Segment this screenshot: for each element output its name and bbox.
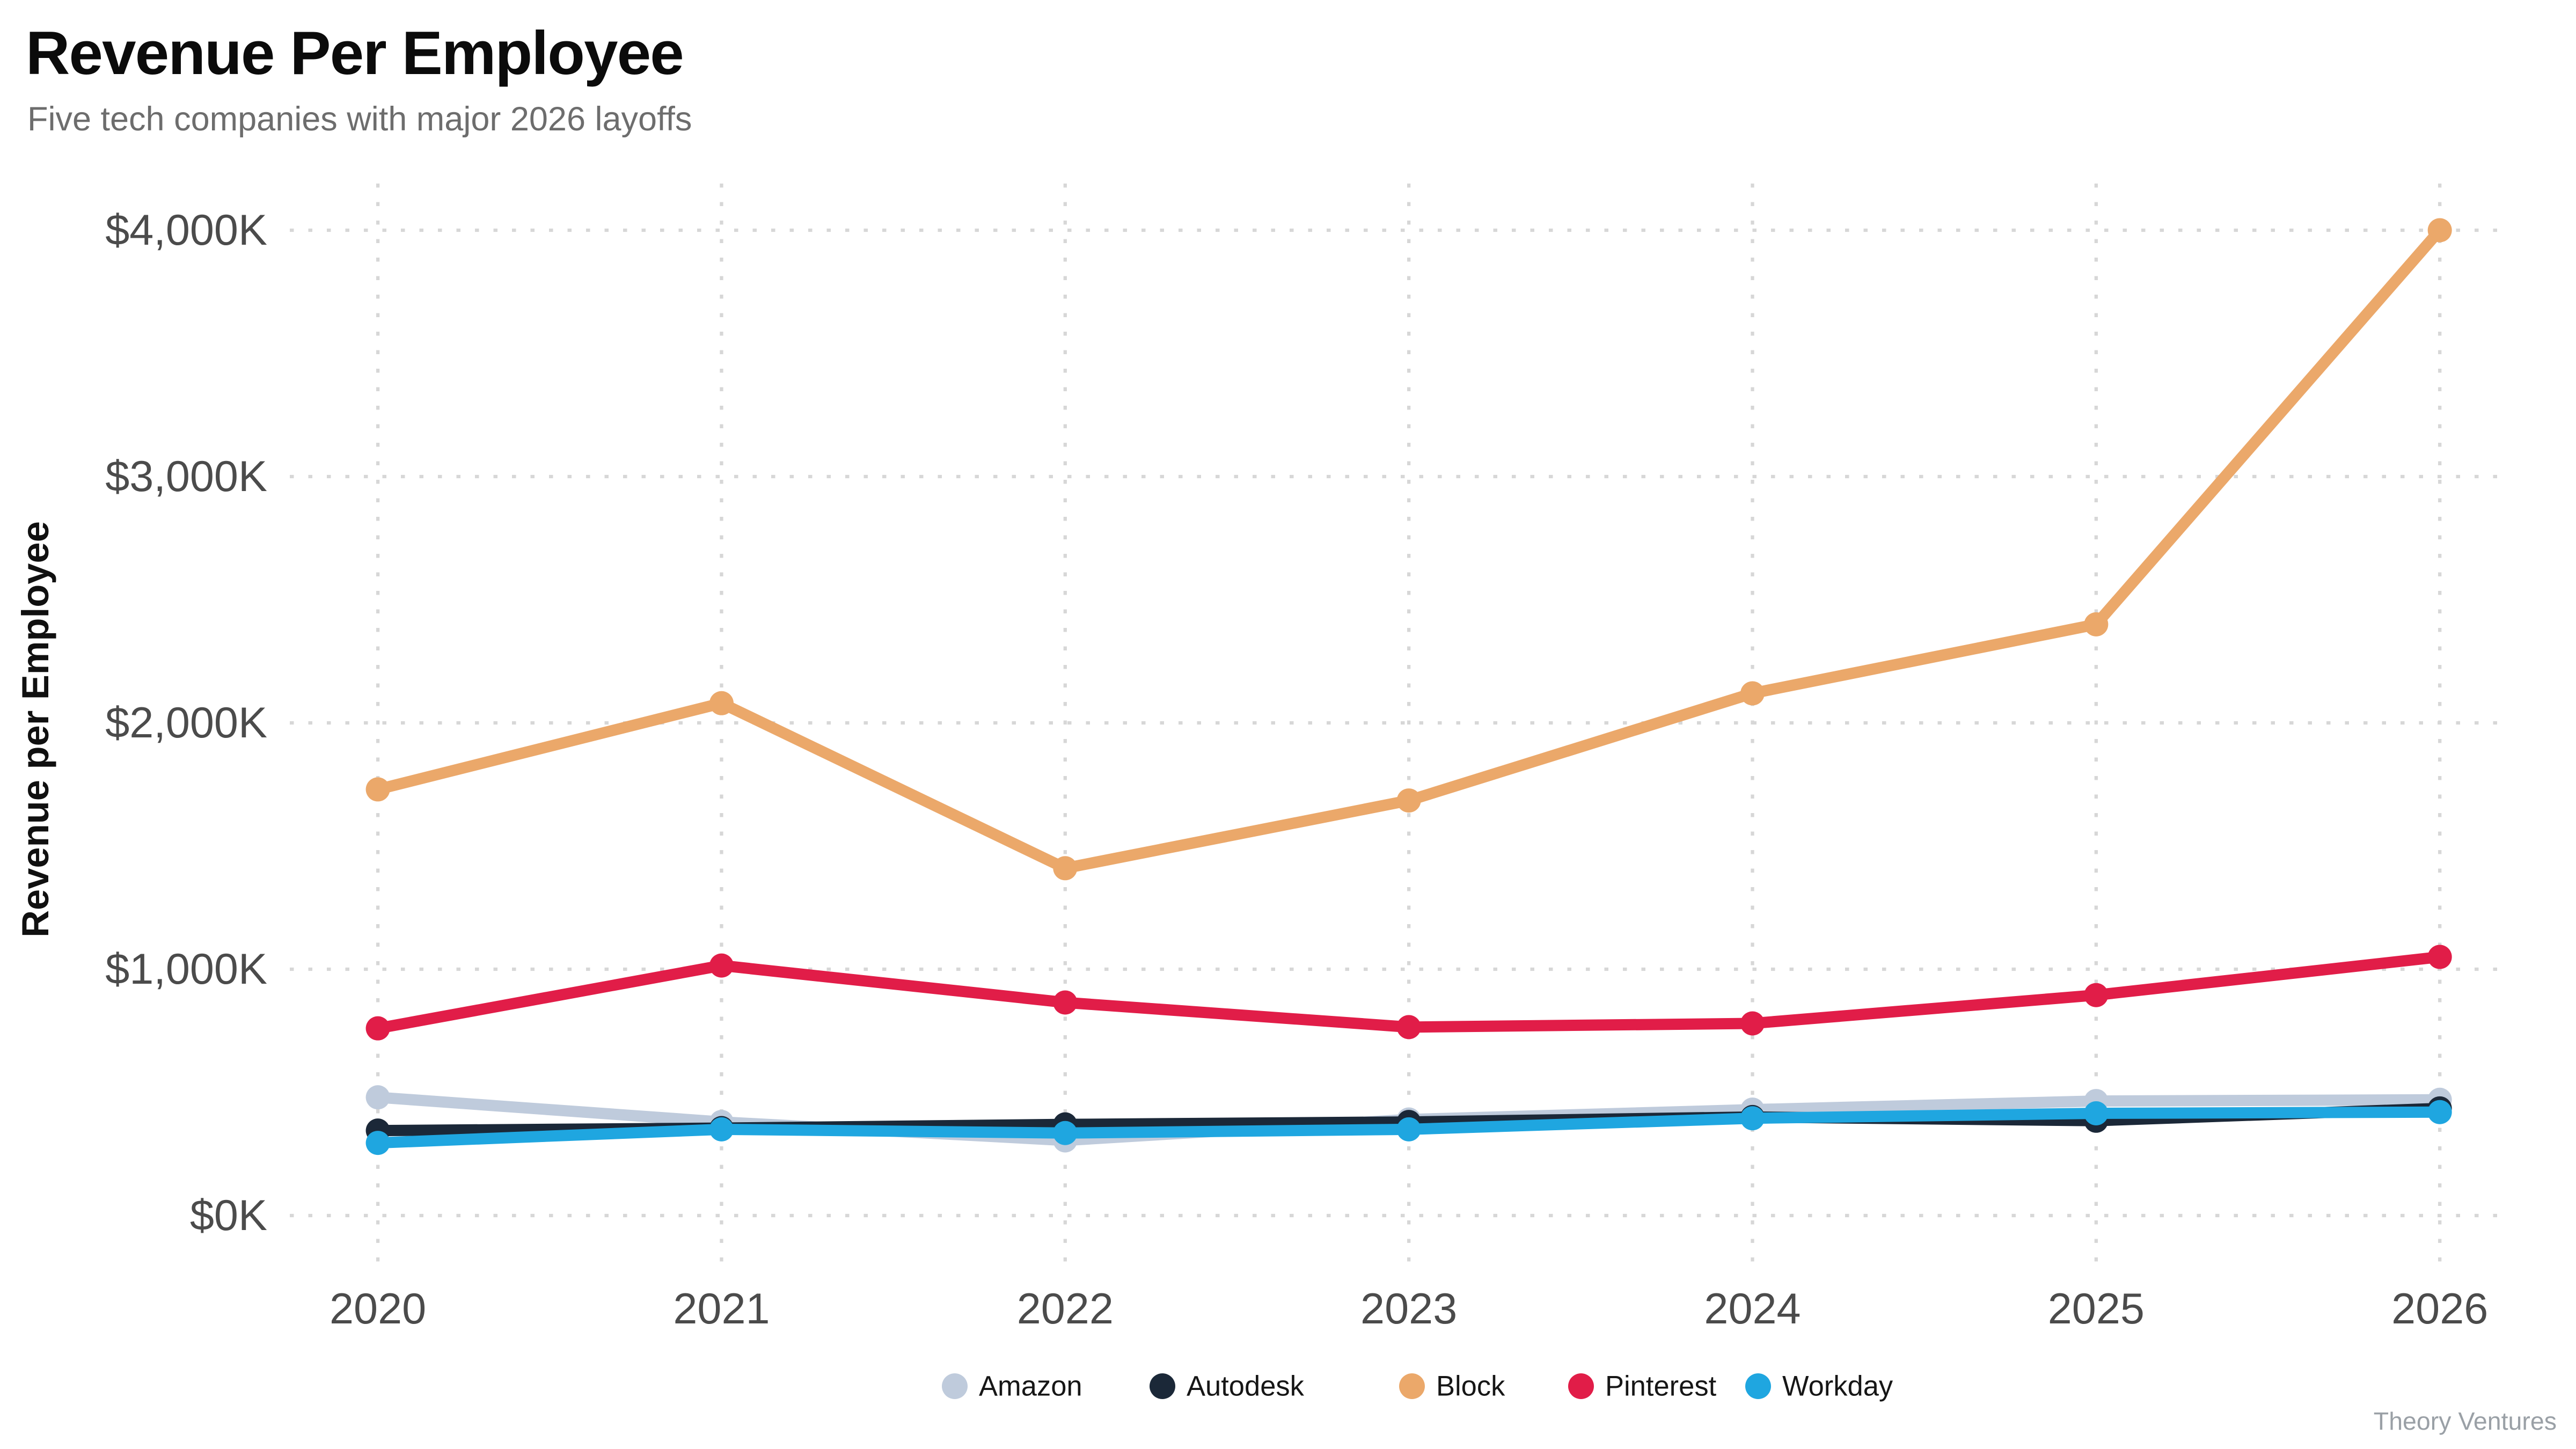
data-point-pinterest-2026 [2427,945,2452,969]
y-axis-tick-labels: $0K $1,000K $2,000K $3,000K $4,000K [105,206,267,1240]
data-point-block-2020 [365,777,390,802]
legend-item-block: Block [1399,1371,1505,1402]
data-point-amazon-2020 [365,1085,390,1110]
series-line-block [372,224,2446,874]
data-point-block-2025 [2084,612,2109,636]
x-tick-label: 2023 [1360,1285,1457,1333]
data-point-block-2021 [709,691,734,715]
data-point-pinterest-2022 [1053,990,1078,1015]
data-point-pinterest-2020 [365,1016,390,1041]
data-point-pinterest-2023 [1396,1015,1421,1040]
y-axis-title: Revenue per Employee [14,521,56,938]
legend-dot-pinterest [1568,1373,1594,1399]
data-point-block-2023 [1396,788,1421,813]
data-point-block-2024 [1740,681,1765,706]
chart-title: Revenue Per Employee [26,21,684,89]
data-point-pinterest-2025 [2084,983,2109,1007]
legend-item-workday: Workday [1745,1371,1893,1402]
x-axis-tick-labels: 2020 2021 2022 2023 2024 2025 2026 [330,1285,2488,1333]
data-point-workday-2026 [2427,1100,2452,1124]
legend-item-amazon: Amazon [942,1371,1082,1402]
data-point-workday-2025 [2084,1101,2109,1126]
legend-label-amazon: Amazon [979,1371,1082,1402]
x-tick-label: 2021 [673,1285,770,1333]
legend-dot-workday [1745,1373,1771,1399]
legend-dot-block [1399,1373,1425,1399]
y-tick-label: $2,000K [105,699,267,747]
data-point-pinterest-2021 [709,953,734,978]
y-tick-label: $3,000K [105,452,267,501]
brand-watermark: Theory Ventures [2373,1409,2557,1436]
chart-subtitle: Five tech companies with major 2026 layo… [27,101,692,138]
data-point-block-2022 [1053,856,1078,881]
legend-dot-autodesk [1150,1373,1175,1399]
data-point-block-2026 [2427,218,2452,243]
data-point-workday-2022 [1053,1121,1078,1145]
legend-label-autodesk: Autodesk [1187,1371,1305,1402]
y-tick-label: $1,000K [105,945,267,993]
data-point-workday-2023 [1396,1117,1421,1141]
x-tick-label: 2022 [1017,1285,1114,1333]
data-point-workday-2024 [1740,1106,1765,1131]
legend: Amazon Autodesk Block Pinterest Workday [942,1371,1893,1402]
legend-item-autodesk: Autodesk [1150,1371,1305,1402]
legend-item-pinterest: Pinterest [1568,1371,1717,1402]
y-tick-label: $4,000K [105,206,267,254]
x-tick-label: 2026 [2391,1285,2488,1333]
legend-label-pinterest: Pinterest [1605,1371,1717,1402]
x-tick-label: 2020 [330,1285,426,1333]
y-tick-label: $0K [190,1191,267,1240]
legend-label-workday: Workday [1782,1371,1893,1402]
x-tick-label: 2025 [2048,1285,2145,1333]
data-point-pinterest-2024 [1740,1011,1765,1036]
data-point-workday-2021 [709,1117,734,1141]
series-lines [365,218,2452,1155]
data-point-workday-2020 [365,1131,390,1155]
x-tick-label: 2024 [1704,1285,1801,1333]
legend-dot-amazon [942,1373,968,1399]
legend-label-block: Block [1436,1371,1505,1402]
